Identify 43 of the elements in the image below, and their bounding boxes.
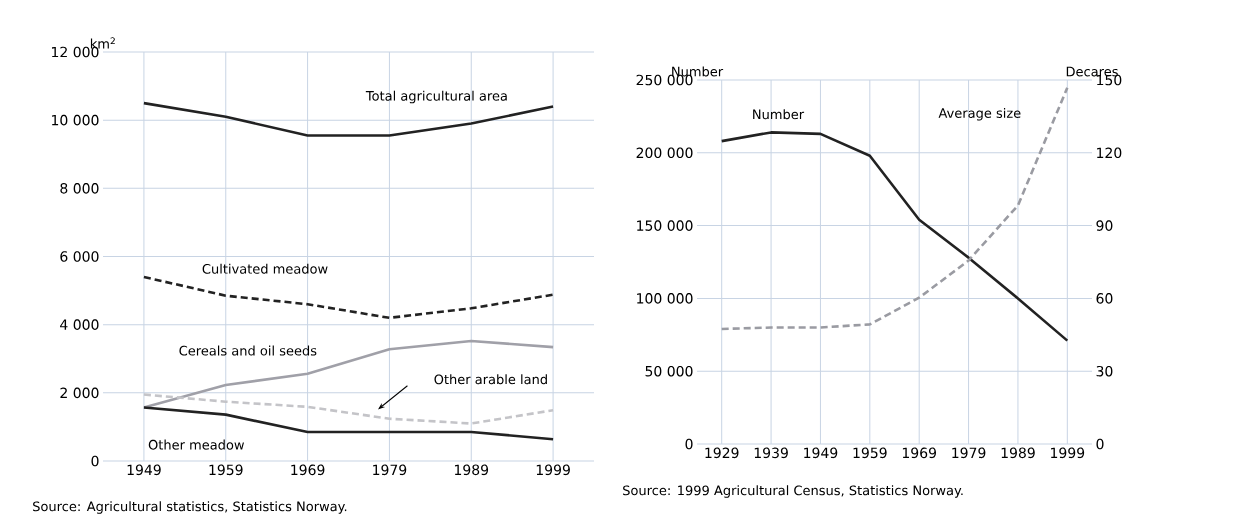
series-label: Other meadow	[148, 439, 244, 450]
x-tick-label: 1949	[127, 464, 161, 476]
x-tick-label: 1929	[705, 447, 739, 459]
line-series	[720, 86, 1069, 331]
series-label: Number	[753, 109, 805, 120]
text: Other arable land	[434, 374, 547, 385]
x-tick-label: 1949	[804, 447, 838, 459]
y-tick-label: 100 000	[637, 293, 693, 304]
source-note: Source: 1999 Agricultural Census, Statistics Norway.	[623, 485, 963, 498]
y-tick-label: 50 000	[645, 365, 693, 377]
y-tick-label: 150 000	[637, 220, 693, 231]
x-tick-label: 1959	[209, 464, 243, 476]
x-tick-label: 1969	[902, 447, 937, 459]
x-tick-label: 1979	[373, 464, 407, 476]
x-tick-label: 1939	[754, 447, 788, 459]
y2-tick-label: 90	[1096, 220, 1113, 231]
x-tick-label: 1979	[952, 447, 986, 459]
y2-tick-label: 60	[1096, 293, 1113, 304]
y2-tick-label: 120	[1097, 147, 1122, 159]
y-tick-label: 10 000	[52, 114, 99, 126]
series-label: Cultivated meadow	[202, 263, 328, 274]
y2-tick-label: 30	[1096, 365, 1113, 377]
x-tick-label: 1969	[291, 464, 325, 476]
y-tick-label: 4 000	[60, 319, 99, 330]
source-note: Source: Agricultural statistics, Statistics Norway.	[33, 501, 347, 514]
x-tick-label: 1989	[454, 464, 489, 476]
series-label: Cereals and oil seeds	[179, 345, 317, 356]
y-tick-label: 0	[91, 455, 99, 467]
x-tick-label: 1999	[1051, 447, 1085, 459]
y-tick-label: 0	[685, 438, 693, 450]
line-series	[720, 131, 1069, 342]
line-series	[142, 275, 555, 320]
y-tick-label: 6 000	[60, 251, 99, 262]
y-tick-label: 200 000	[636, 147, 693, 159]
x-tick-label: 1999	[536, 464, 570, 476]
y-tick-label: 2 000	[60, 387, 99, 399]
series-label: Total agricultural area	[365, 90, 507, 104]
y2-tick-label: 0	[1096, 438, 1104, 450]
line-series	[142, 393, 555, 425]
x-tick-label: 1959	[853, 447, 887, 459]
text: Average size	[938, 107, 1021, 121]
y-tick-label: 8 000	[60, 183, 99, 194]
x-tick-label: 1989	[1001, 447, 1035, 459]
